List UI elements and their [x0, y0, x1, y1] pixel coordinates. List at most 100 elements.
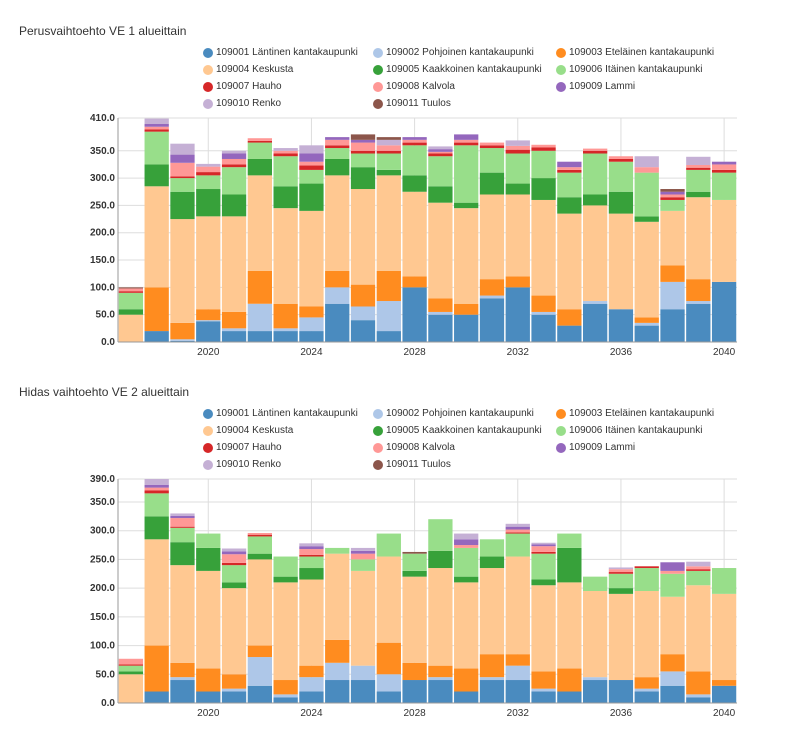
bar-segment[interactable]	[376, 137, 401, 140]
bar-segment[interactable]	[247, 270, 272, 304]
bar-segment[interactable]	[402, 139, 427, 143]
bar-segment[interactable]	[660, 671, 685, 686]
bar-segment[interactable]	[299, 331, 324, 342]
bar-segment[interactable]	[170, 154, 195, 163]
bar-segment[interactable]	[376, 674, 401, 692]
bar-segment[interactable]	[402, 553, 427, 571]
bar-segment[interactable]	[325, 139, 350, 146]
bar-segment[interactable]	[170, 340, 195, 342]
legend-item[interactable]: 109011 Tuulos	[373, 458, 556, 471]
bar-segment[interactable]	[325, 662, 350, 681]
bar-segment[interactable]	[505, 665, 530, 681]
bar-segment[interactable]	[247, 534, 272, 537]
bar-segment[interactable]	[402, 570, 427, 577]
bar-segment[interactable]	[299, 554, 324, 557]
bar-segment[interactable]	[608, 156, 634, 159]
bar-segment[interactable]	[221, 150, 247, 154]
bar-segment[interactable]	[531, 546, 556, 552]
bar-segment[interactable]	[221, 551, 247, 555]
bar-segment[interactable]	[299, 153, 324, 162]
bar-segment[interactable]	[376, 169, 401, 176]
bar-segment[interactable]	[557, 533, 582, 548]
bar-segment[interactable]	[686, 167, 711, 170]
bar-segment[interactable]	[505, 526, 530, 530]
bar-segment[interactable]	[299, 145, 324, 154]
bar-segment[interactable]	[247, 140, 272, 143]
bar-segment[interactable]	[170, 680, 195, 703]
bar-segment[interactable]	[402, 137, 427, 140]
bar-segment[interactable]	[557, 197, 582, 214]
bar-segment[interactable]	[531, 688, 556, 692]
bar-segment[interactable]	[247, 536, 272, 554]
legend-item[interactable]: 109007 Hauho	[203, 80, 373, 93]
bar-segment[interactable]	[118, 309, 144, 315]
bar-segment[interactable]	[196, 175, 221, 190]
bar-segment[interactable]	[479, 194, 505, 280]
bar-segment[interactable]	[196, 309, 221, 321]
bar-segment[interactable]	[350, 306, 376, 321]
bar-segment[interactable]	[428, 156, 453, 187]
bar-segment[interactable]	[221, 688, 247, 692]
bar-segment[interactable]	[247, 158, 272, 176]
bar-segment[interactable]	[428, 153, 453, 157]
bar-segment[interactable]	[454, 142, 479, 146]
bar-segment[interactable]	[376, 331, 401, 342]
bar-segment[interactable]	[299, 677, 324, 692]
bar-segment[interactable]	[505, 523, 530, 527]
bar-segment[interactable]	[247, 138, 272, 141]
bar-segment[interactable]	[428, 550, 453, 569]
bar-segment[interactable]	[428, 665, 453, 678]
bar-segment[interactable]	[531, 147, 556, 151]
bar-segment[interactable]	[170, 526, 195, 528]
bar-segment[interactable]	[454, 545, 479, 548]
bar-segment[interactable]	[660, 210, 685, 266]
bar-segment[interactable]	[273, 148, 298, 151]
bar-segment[interactable]	[273, 582, 298, 681]
bar-segment[interactable]	[686, 169, 711, 192]
bar-segment[interactable]	[686, 191, 711, 198]
bar-segment[interactable]	[350, 570, 376, 666]
bar-segment[interactable]	[221, 674, 247, 689]
bar-segment[interactable]	[144, 493, 169, 517]
bar-segment[interactable]	[711, 199, 737, 282]
bar-segment[interactable]	[531, 691, 556, 703]
bar-segment[interactable]	[144, 287, 169, 332]
bar-segment[interactable]	[428, 151, 453, 154]
bar-segment[interactable]	[299, 665, 324, 678]
bar-segment[interactable]	[505, 680, 530, 703]
bar-segment[interactable]	[402, 551, 427, 554]
bar-segment[interactable]	[660, 654, 685, 672]
bar-segment[interactable]	[299, 165, 324, 170]
bar-segment[interactable]	[686, 697, 711, 703]
bar-segment[interactable]	[557, 325, 582, 342]
bar-segment[interactable]	[557, 309, 582, 326]
bar-segment[interactable]	[531, 150, 556, 179]
bar-segment[interactable]	[454, 208, 479, 304]
bar-segment[interactable]	[428, 568, 453, 666]
bar-segment[interactable]	[428, 149, 453, 152]
legend-item[interactable]: 109003 Eteläinen kantakaupunki	[556, 46, 756, 59]
bar-segment[interactable]	[376, 556, 401, 643]
bar-segment[interactable]	[118, 658, 144, 665]
bar-segment[interactable]	[299, 161, 324, 166]
bar-segment[interactable]	[376, 175, 401, 271]
bar-segment[interactable]	[273, 576, 298, 583]
legend-item[interactable]: 109007 Hauho	[203, 441, 373, 454]
bar-segment[interactable]	[350, 167, 376, 190]
bar-segment[interactable]	[505, 153, 530, 184]
bar-segment[interactable]	[557, 582, 582, 669]
bar-segment[interactable]	[686, 671, 711, 695]
bar-segment[interactable]	[273, 694, 298, 698]
legend-item[interactable]: 109010 Renko	[203, 97, 373, 110]
bar-segment[interactable]	[428, 186, 453, 203]
bar-segment[interactable]	[454, 582, 479, 669]
bar-segment[interactable]	[583, 591, 608, 678]
bar-segment[interactable]	[170, 339, 195, 341]
bar-segment[interactable]	[479, 279, 505, 296]
legend-item[interactable]: 109011 Tuulos	[373, 97, 556, 110]
bar-segment[interactable]	[350, 547, 376, 551]
bar-segment[interactable]	[402, 576, 427, 663]
bar-segment[interactable]	[221, 194, 247, 217]
bar-segment[interactable]	[273, 697, 298, 703]
bar-segment[interactable]	[479, 556, 505, 569]
